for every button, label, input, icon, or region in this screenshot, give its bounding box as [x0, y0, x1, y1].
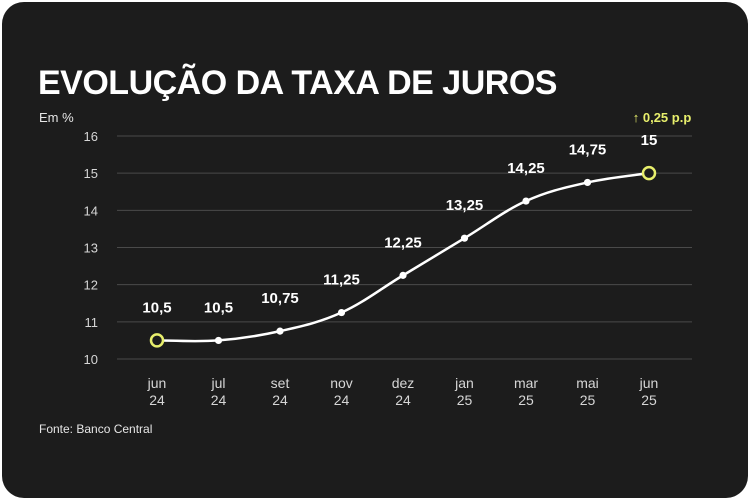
- y-axis-unit-label: Em %: [39, 110, 74, 125]
- data-label: 10,5: [142, 299, 171, 316]
- x-tick-label: 24: [272, 392, 288, 408]
- y-tick-label: 10: [84, 352, 98, 367]
- data-label: 10,75: [261, 290, 299, 307]
- x-tick-label: jun: [639, 375, 659, 391]
- x-tick-label: 25: [457, 392, 473, 408]
- data-labels: 10,5 10,5 10,75 11,25 12,25 13,25 14,25 14,75 15: [142, 132, 657, 316]
- x-tick-label: 25: [518, 392, 534, 408]
- data-point: [214, 336, 223, 345]
- y-tick-label: 13: [84, 241, 98, 256]
- data-point-highlight: [641, 165, 657, 181]
- source-note: Fonte: Banco Central: [39, 422, 153, 436]
- y-tick-labels: 10 11 12 13 14 15 16: [84, 129, 98, 367]
- x-tick-label: 24: [149, 392, 165, 408]
- y-tick-label: 11: [85, 315, 99, 330]
- data-point-highlight: [149, 333, 165, 348]
- x-tick-label: 25: [580, 392, 596, 408]
- data-point: [522, 197, 530, 205]
- change-annotation: ↑ 0,25 p.p: [633, 110, 692, 125]
- x-tick-labels: jun24jul24set24nov24dez24jan25mar25mai25…: [147, 375, 659, 408]
- x-tick-label: 24: [211, 392, 227, 408]
- data-point: [399, 271, 407, 279]
- data-label: 10,5: [204, 299, 233, 316]
- x-tick-label: jul: [210, 375, 225, 391]
- y-tick-label: 12: [84, 278, 98, 293]
- y-tick-label: 15: [84, 166, 98, 181]
- x-tick-label: mai: [576, 375, 599, 391]
- data-label: 11,25: [323, 272, 360, 289]
- data-points: [149, 165, 657, 348]
- y-tick-label: 14: [84, 203, 98, 218]
- data-label: 15: [641, 132, 658, 149]
- x-tick-label: 24: [395, 392, 411, 408]
- data-point: [337, 308, 346, 317]
- x-tick-label: jan: [454, 375, 474, 391]
- x-tick-label: 24: [334, 392, 350, 408]
- data-point: [460, 234, 469, 242]
- data-label: 14,75: [569, 141, 607, 158]
- data-point: [583, 178, 592, 187]
- x-tick-label: set: [271, 375, 290, 391]
- data-point: [276, 327, 284, 335]
- gridlines: [117, 135, 692, 360]
- x-tick-label: nov: [330, 375, 353, 391]
- chart-title: EVOLUÇÃO DA TAXA DE JUROS: [38, 64, 557, 102]
- x-tick-label: mar: [514, 375, 538, 391]
- data-label: 13,25: [446, 197, 484, 214]
- x-tick-label: dez: [392, 375, 415, 391]
- y-tick-label: 16: [84, 129, 98, 144]
- data-label: 12,25: [384, 234, 422, 251]
- x-tick-label: jun: [147, 375, 167, 391]
- x-tick-label: 25: [641, 392, 657, 408]
- data-label: 14,25: [507, 160, 545, 177]
